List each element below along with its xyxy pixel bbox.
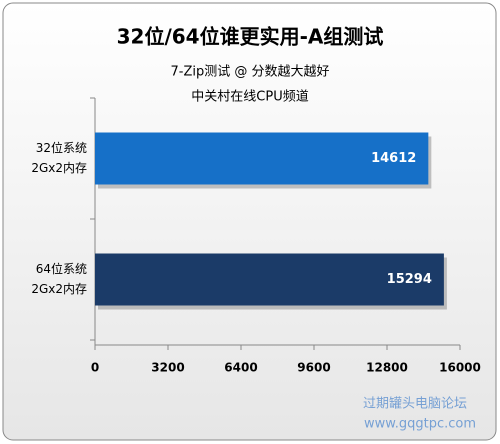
y-tick-label: 2Gx2内存: [31, 282, 87, 296]
x-tick-label: 3200: [151, 361, 184, 375]
chart-subtitle: 7-Zip测试 @ 分数越大越好: [171, 65, 330, 80]
value-label: 14612: [371, 151, 416, 166]
watermark: www.gqgtpc.com: [364, 417, 476, 432]
bar: [95, 132, 429, 185]
frame: [2, 2, 497, 441]
x-tick-label: 12800: [366, 361, 408, 375]
value-label: 15294: [387, 272, 432, 287]
bar: [95, 253, 444, 306]
x-tick-label: 6400: [224, 361, 257, 375]
y-tick-label: 2Gx2内存: [31, 161, 87, 175]
x-tick-label: 0: [91, 361, 99, 375]
y-tick-label: 64位系统: [36, 261, 87, 276]
y-tick-label: 32位系统: [36, 140, 87, 155]
watermark: 过期罐头电脑论坛: [363, 397, 467, 412]
chart-title: 32位/64位谁更实用-A组测试: [117, 25, 384, 49]
x-tick-label: 9600: [297, 361, 330, 375]
chart-source: 中关村在线CPU频道: [191, 90, 308, 105]
x-tick-label: 16000: [439, 361, 481, 375]
